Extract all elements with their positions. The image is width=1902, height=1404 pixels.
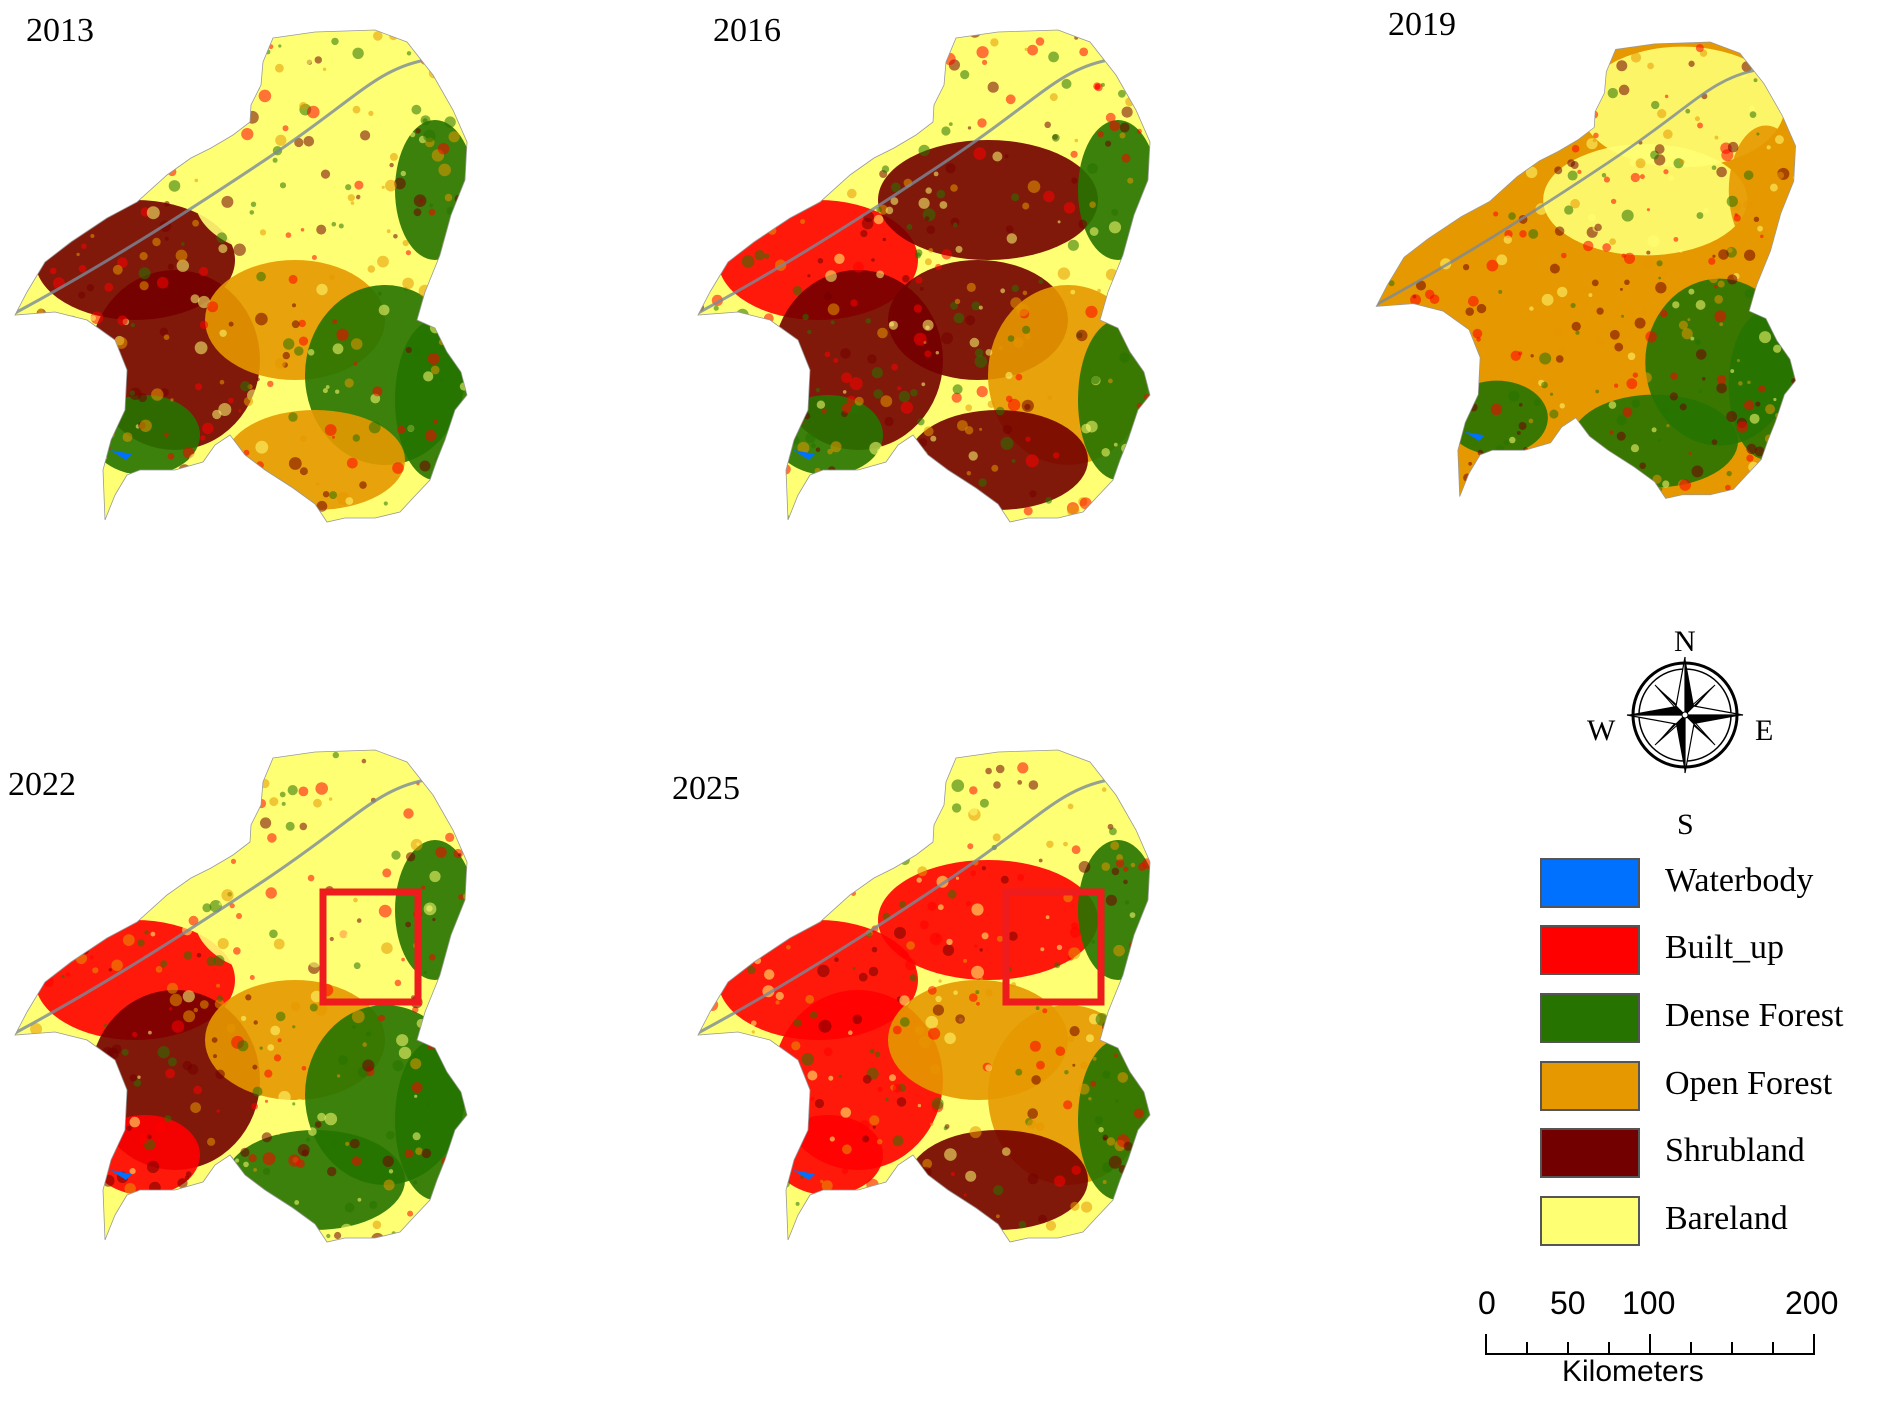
legend-swatch bbox=[1540, 1196, 1640, 1246]
compass-rose-icon bbox=[1626, 656, 1744, 774]
legend-swatch bbox=[1540, 1128, 1640, 1178]
scale-tick-label: 100 bbox=[1622, 1285, 1676, 1321]
legend-swatch bbox=[1540, 993, 1640, 1043]
legend-label: Open Forest bbox=[1665, 1065, 1833, 1102]
scale-tick-label: 0 bbox=[1478, 1285, 1496, 1321]
scale-unit-label: Kilometers bbox=[1562, 1355, 1704, 1388]
year-label: 2022 bbox=[8, 766, 76, 803]
landcover-layer bbox=[698, 750, 1150, 1242]
highlight-box bbox=[1002, 888, 1105, 1006]
legend-label: Waterbody bbox=[1665, 862, 1814, 899]
compass-west: W bbox=[1587, 714, 1616, 747]
legend-label: Bareland bbox=[1665, 1200, 1788, 1237]
legend-label: Shrubland bbox=[1665, 1132, 1805, 1169]
landcover-layer bbox=[15, 30, 467, 522]
compass-north: N bbox=[1674, 625, 1696, 658]
lulc-map-2013 bbox=[14, 29, 468, 523]
lulc-map-2019 bbox=[1375, 41, 1796, 499]
year-label: 2019 bbox=[1388, 6, 1456, 43]
scale-tick-label: 200 bbox=[1785, 1285, 1839, 1321]
lulc-map-2025 bbox=[697, 749, 1151, 1243]
highlight-box bbox=[319, 888, 422, 1006]
lulc-map-2016 bbox=[697, 29, 1151, 523]
scale-bar-graphic bbox=[1485, 1334, 1815, 1355]
landcover-layer bbox=[698, 30, 1150, 522]
compass-south: S bbox=[1677, 808, 1694, 841]
legend-swatch bbox=[1540, 858, 1640, 908]
landcover-layer bbox=[15, 750, 467, 1242]
year-label: 2025 bbox=[672, 770, 740, 807]
landcover-layer bbox=[1376, 42, 1796, 499]
scale-tick-label: 50 bbox=[1550, 1285, 1586, 1321]
compass-east: E bbox=[1755, 714, 1774, 747]
year-label: 2016 bbox=[713, 12, 781, 49]
legend-swatch bbox=[1540, 925, 1640, 975]
year-label: 2013 bbox=[26, 12, 94, 49]
legend-label: Dense Forest bbox=[1665, 997, 1844, 1034]
legend-label: Built_up bbox=[1665, 929, 1785, 966]
legend-swatch bbox=[1540, 1061, 1640, 1111]
lulc-map-2022 bbox=[14, 749, 468, 1243]
